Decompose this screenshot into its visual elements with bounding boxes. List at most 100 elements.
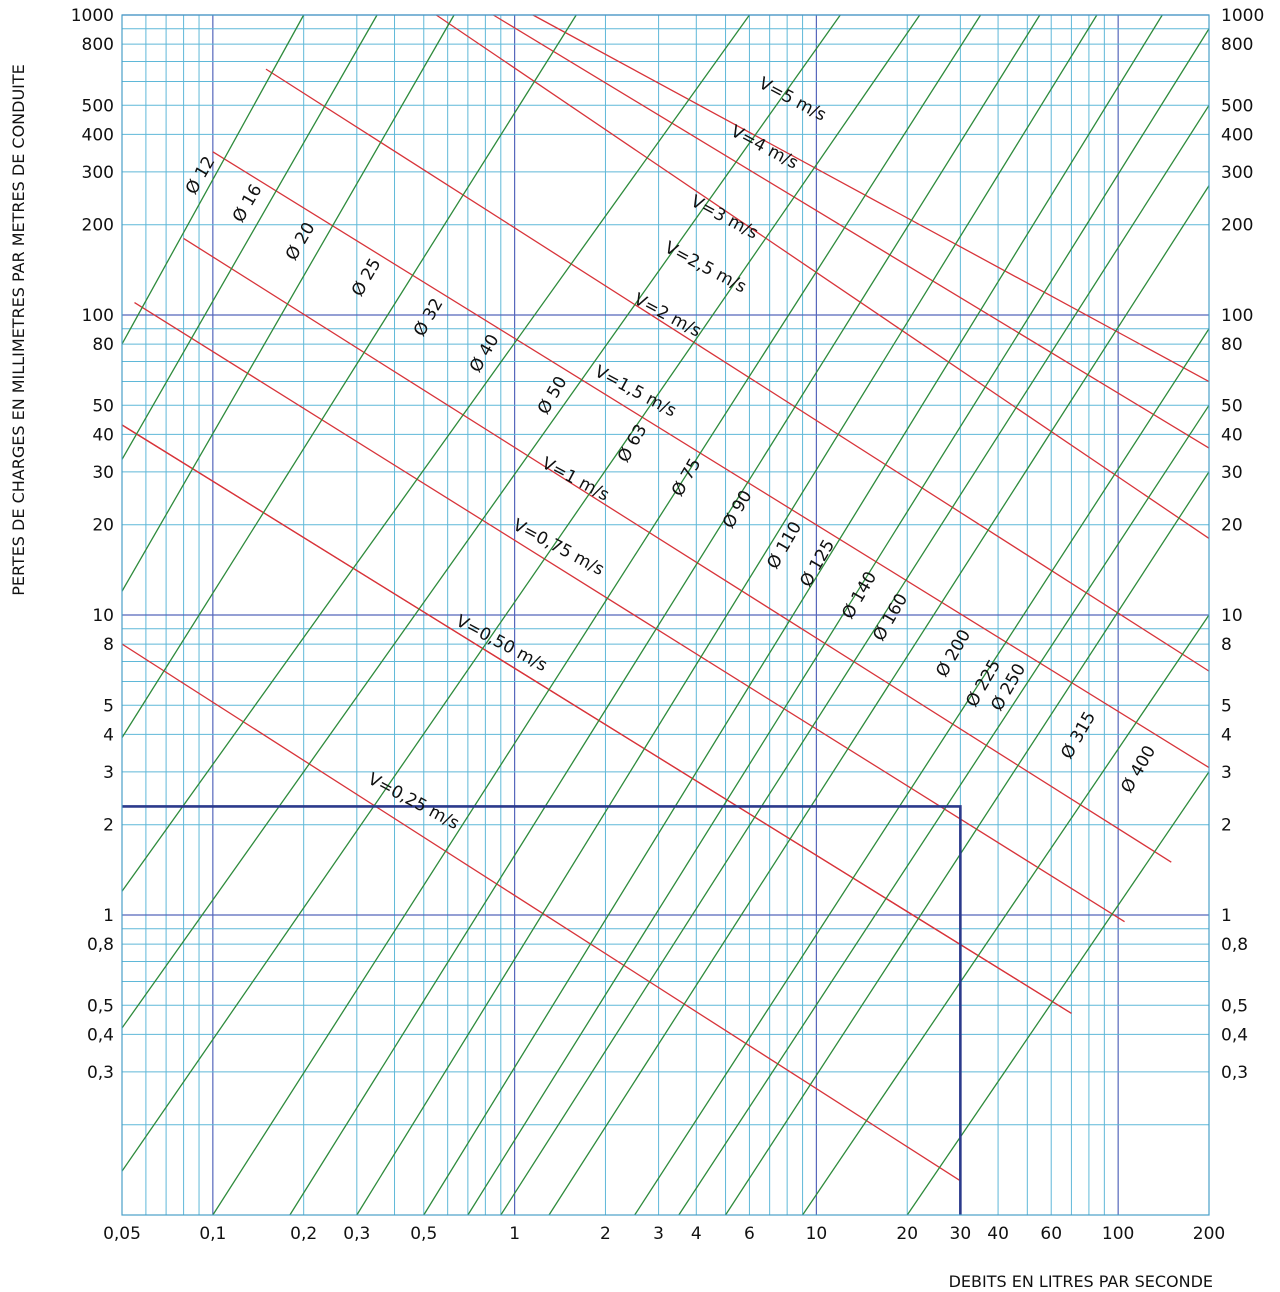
diameter-line [724, 471, 1210, 1216]
y-tick-label-left: 80 [92, 335, 114, 355]
y-tick-label-right: 50 [1221, 396, 1243, 416]
x-tick-label: 40 [987, 1224, 1009, 1244]
diameter-line [548, 185, 1210, 1216]
diameter-label: Ø 12 [182, 153, 220, 198]
diameter-line [906, 771, 1210, 1216]
diameter-label: Ø 75 [668, 455, 706, 500]
example-reading-path [122, 805, 962, 1215]
y-tick-label-left: 30 [92, 463, 114, 483]
velocity-line [183, 237, 1172, 863]
diameter-line [802, 614, 1210, 1216]
x-tick-label: 100 [1102, 1224, 1134, 1244]
y-tick-label-right: 300 [1221, 163, 1253, 183]
diameter-label: Ø 16 [229, 181, 267, 226]
y-tick-label-right: 100 [1221, 306, 1253, 326]
x-tick-label: 1 [509, 1224, 520, 1244]
y-tick-label-right: 40 [1221, 425, 1243, 445]
y-tick-label-right: 200 [1221, 216, 1253, 236]
y-tick-label-right: 500 [1221, 96, 1253, 116]
x-tick-label: 30 [950, 1224, 972, 1244]
x-tick-label: 0,1 [199, 1224, 226, 1244]
y-tick-label-right: 1 [1221, 906, 1232, 926]
y-tick-label-left: 20 [92, 516, 114, 536]
x-tick-label: 20 [896, 1224, 918, 1244]
y-tick-label-right: 0,4 [1221, 1025, 1248, 1045]
y-axis-title: PERTES DE CHARGES EN MILLIMETRES PAR MET… [9, 64, 28, 596]
x-tick-label: 60 [1040, 1224, 1062, 1244]
y-tick-label-left: 2 [103, 816, 114, 836]
y-tick-label-left: 8 [103, 635, 114, 655]
y-tick-label-left: 400 [82, 125, 114, 145]
y-tick-label-right: 0,8 [1221, 935, 1248, 955]
y-tick-label-right: 30 [1221, 463, 1243, 483]
velocity-lines [121, 14, 1210, 1182]
diameter-line [289, 14, 1041, 1216]
diameter-label: Ø 40 [466, 331, 504, 376]
diameter-label: Ø 25 [348, 255, 386, 300]
diameter-line [121, 14, 378, 460]
x-tick-label: 10 [806, 1224, 828, 1244]
x-tick-label: 0,2 [290, 1224, 317, 1244]
y-tick-label-left: 5 [103, 696, 114, 716]
x-tick-label: 0,3 [343, 1224, 370, 1244]
diameter-line [121, 14, 921, 1172]
velocity-line [212, 151, 1210, 769]
diameter-label: Ø 400 [1117, 742, 1160, 796]
diameter-label: Ø 160 [869, 590, 912, 644]
diameter-line [356, 14, 1098, 1216]
y-tick-label-left: 500 [82, 96, 114, 116]
x-tick-label: 0,5 [410, 1224, 437, 1244]
diameter-lines [121, 14, 1210, 1216]
diameter-line [121, 14, 305, 345]
y-tick-label-left: 1000 [71, 6, 114, 26]
y-tick-label-right: 0,3 [1221, 1063, 1248, 1083]
y-tick-label-left: 100 [82, 306, 114, 326]
y-tick-label-right: 80 [1221, 335, 1243, 355]
velocity-line [492, 14, 1210, 449]
diameter-label: Ø 90 [719, 487, 757, 532]
diameter-line [121, 14, 577, 739]
y-tick-label-left: 0,8 [87, 935, 114, 955]
diameter-line [423, 14, 1163, 1216]
y-tick-label-left: 1 [103, 906, 114, 926]
x-axis-title: DEBITS EN LITRES PAR SECONDE [949, 1272, 1213, 1291]
y-tick-label-right: 3 [1221, 763, 1232, 783]
y-tick-label-right: 20 [1221, 516, 1243, 536]
velocity-label: V=2 m/s [630, 290, 704, 342]
diameter-line [121, 14, 455, 592]
y-tick-label-left: 50 [92, 396, 114, 416]
diameter-line [634, 328, 1210, 1216]
example-reading [122, 805, 962, 1215]
diameter-label: Ø 50 [534, 373, 572, 418]
y-tick-label-right: 8 [1221, 635, 1232, 655]
y-tick-label-left: 3 [103, 763, 114, 783]
y-tick-label-left: 200 [82, 216, 114, 236]
x-tick-label: 0,05 [103, 1224, 141, 1244]
line-labels: Ø 12Ø 16Ø 20Ø 25Ø 32Ø 40Ø 50Ø 63Ø 75Ø 90… [182, 74, 1160, 834]
diameter-label: Ø 200 [932, 626, 975, 680]
velocity-line [121, 643, 961, 1182]
y-tick-label-left: 0,3 [87, 1063, 114, 1083]
diameter-line [467, 28, 1210, 1216]
x-tick-label: 2 [600, 1224, 611, 1244]
diameter-line [121, 14, 750, 892]
diameter-label: Ø 315 [1057, 708, 1100, 762]
diameter-label: Ø 63 [614, 421, 652, 466]
velocity-label: V=2,5 m/s [661, 238, 750, 298]
y-tick-label-left: 0,4 [87, 1025, 114, 1045]
diameter-line [212, 14, 982, 1216]
y-tick-label-right: 400 [1221, 125, 1253, 145]
y-tick-label-left: 0,5 [87, 996, 114, 1016]
y-tick-label-left: 40 [92, 425, 114, 445]
velocity-label: V=1 m/s [538, 454, 612, 506]
y-tick-label-right: 2 [1221, 816, 1232, 836]
y-tick-label-left: 300 [82, 163, 114, 183]
y-tick-label-right: 0,5 [1221, 996, 1248, 1016]
velocity-line [121, 424, 1072, 1014]
tick-labels: 0,05 0,1 0,2 0,3 0,5 1 2 3 4 6 10 20 30 40 60 100 200100… [71, 6, 1265, 1244]
x-tick-label: 3 [653, 1224, 664, 1244]
x-tick-label: 200 [1193, 1224, 1225, 1244]
y-tick-label-left: 10 [92, 606, 114, 626]
diameter-label: Ø 32 [410, 295, 448, 340]
